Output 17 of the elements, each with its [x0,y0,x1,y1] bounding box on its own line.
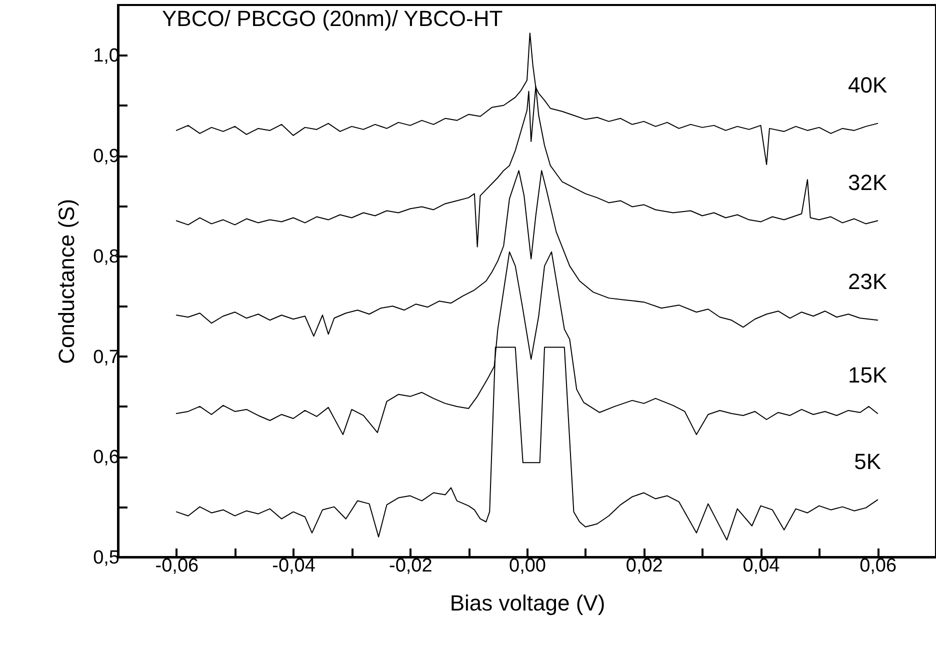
x-tick-label: -0,02 [388,556,432,576]
y-tick-label: 0,5 [93,548,120,568]
x-tick-label: 0,00 [509,556,546,576]
x-tick-label: 0,02 [626,556,663,576]
series-label: 23K [848,269,888,294]
x-tick-label: -0,04 [272,556,316,576]
x-axis-title: Bias voltage (V) [450,590,606,616]
y-axis-title: Conductance (S) [54,198,80,364]
series-label: 15K [848,362,888,388]
series-label: 32K [848,170,888,195]
series-label: 40K [848,72,888,98]
y-tick-label: 0,7 [93,346,120,368]
series-label: 5K [854,448,882,474]
x-tick-label: 0,04 [742,556,780,576]
x-tick-label: 0,06 [860,556,897,576]
chart-title: YBCO/ PBCGO (20nm)/ YBCO-HT [162,6,503,31]
x-tick-label: -0,06 [155,556,199,576]
